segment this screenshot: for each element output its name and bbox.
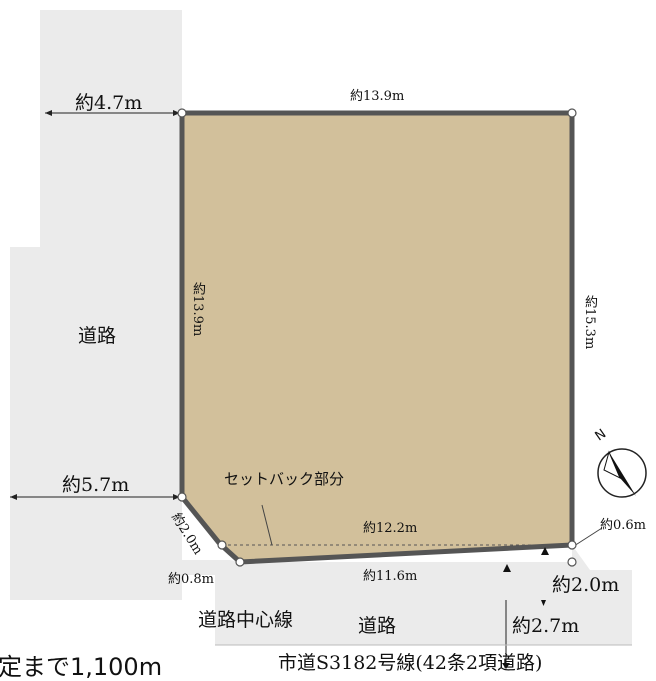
- dim-south-boundary: 約12.2m: [363, 521, 418, 536]
- triangle-marker: [541, 547, 549, 555]
- centerline-label: 道路中心線: [198, 609, 294, 631]
- pointer-0-6: [573, 527, 603, 547]
- vertex-dot: [235, 557, 245, 567]
- dim-east-setback: 約0.6m: [600, 518, 647, 533]
- vertex-dot: [217, 540, 227, 550]
- north-arrow-icon: [597, 448, 647, 498]
- arrowhead: [10, 494, 17, 500]
- dim-north-edge: 約13.9m: [350, 89, 405, 104]
- setback-pointer: [261, 504, 273, 546]
- lot-parcel: [179, 110, 575, 565]
- road-label-south: 道路: [358, 615, 397, 637]
- arrowhead: [173, 110, 180, 116]
- dim-left-middle: 約5.7m: [62, 474, 130, 496]
- arrowhead: [173, 494, 180, 500]
- vertex-dot: [177, 108, 187, 118]
- road-label-west: 道路: [78, 325, 117, 347]
- vertex-dot: [177, 492, 187, 502]
- road-area-west: [10, 247, 182, 497]
- vertex-dot: [567, 108, 577, 118]
- dim-corner-offset: 約0.8m: [168, 572, 215, 587]
- dim-east-edge: 約15.3m: [582, 295, 597, 350]
- footer-partial-text: 定まで1,100m: [0, 653, 163, 681]
- triangle-marker: [541, 600, 546, 606]
- dim-west-edge: 約13.9m: [190, 282, 205, 337]
- setback-label: セットバック部分: [224, 470, 345, 488]
- road-area-north: [40, 10, 182, 247]
- triangle-marker: [502, 663, 510, 669]
- dim-road-width-b: 約2.7m: [512, 615, 580, 637]
- road-name: 市道S3182号線(42条2項道路): [278, 652, 543, 674]
- dim-road-width-a: 約2.0m: [552, 574, 620, 596]
- vertex-dot: [567, 540, 577, 550]
- road-area-south: [10, 497, 632, 645]
- dim-south-edge: 約11.6m: [363, 569, 418, 584]
- vertex-dot: [567, 557, 577, 567]
- triangle-marker: [503, 564, 511, 572]
- arrowhead: [45, 110, 52, 116]
- dim-top-left: 約4.7m: [75, 92, 143, 114]
